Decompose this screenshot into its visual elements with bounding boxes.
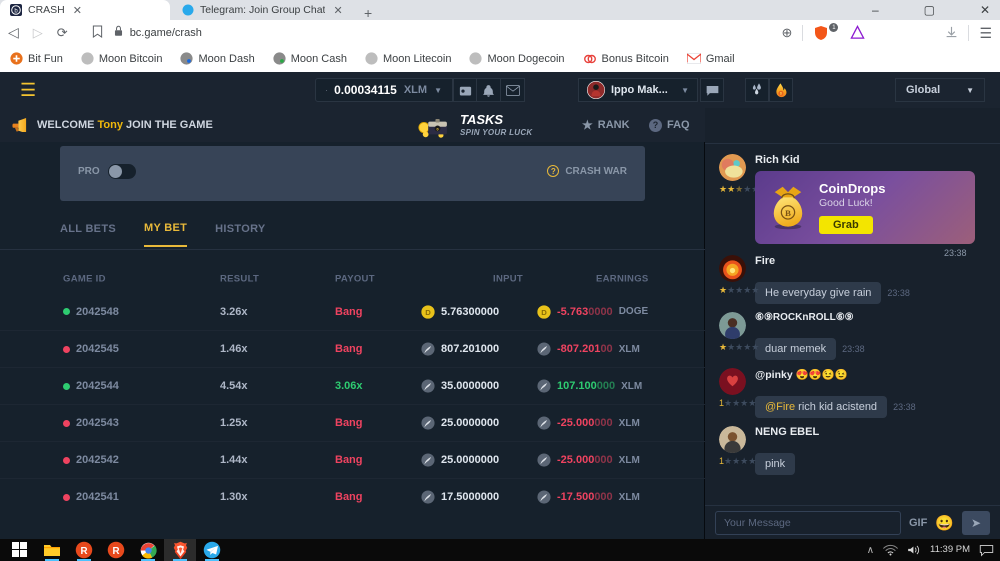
- svg-text:R: R: [112, 546, 119, 557]
- svg-text:0: 0: [436, 127, 438, 131]
- svg-text:D: D: [541, 307, 547, 316]
- svg-text:B: B: [785, 207, 791, 217]
- svg-text:D: D: [425, 307, 431, 316]
- svg-text:R: R: [80, 546, 87, 557]
